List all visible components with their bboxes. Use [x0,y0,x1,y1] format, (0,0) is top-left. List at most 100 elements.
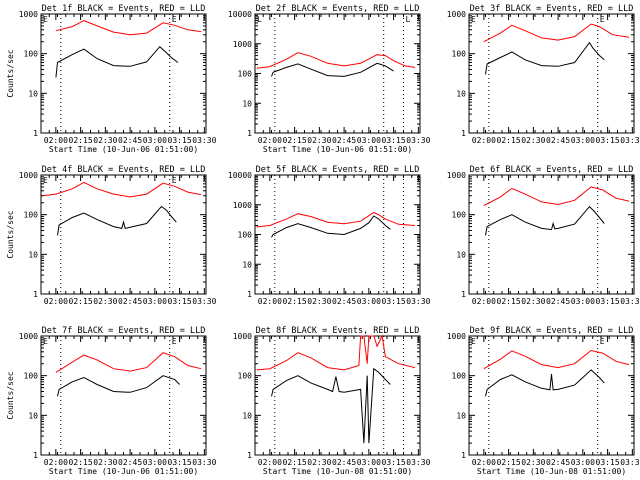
y-tick-label: 100 [452,50,467,59]
corner-label: E [43,337,48,346]
x-tick-label: 03:00 [357,136,381,145]
y-tick-label: 1 [461,451,466,460]
events-series-line [271,62,394,77]
lld-series-line [55,352,202,373]
x-tick-label: 02:00 [44,458,68,467]
x-tick-label: 02:15 [497,297,521,306]
x-tick-label: 02:45 [332,458,356,467]
x-tick-label: 02:30 [307,297,331,306]
x-tick-label: 02:30 [307,136,331,145]
y-tick-label: 100 [452,211,467,220]
x-tick-label: 02:30 [521,297,545,306]
x-tick-label: 03:15 [168,458,192,467]
x-axis-label: Start Time (10-Jun-08 01:51:00) [263,467,412,476]
y-tick-label: 1000 [233,201,252,210]
y-tick-label: 100 [24,372,39,381]
x-tick-label: 03:30 [192,458,216,467]
x-tick-label: 02:45 [546,458,570,467]
corner-label: L [406,15,411,24]
x-tick-label: 02:15 [69,297,93,306]
y-tick-label: 1 [461,290,466,299]
x-tick-label: 02:30 [93,136,117,145]
events-series-line [57,205,177,236]
events-series-line [271,215,391,238]
lld-series-line [42,181,202,198]
y-tick-label: 10 [28,411,38,420]
y-tick-label: 100 [238,231,253,240]
x-tick-label: 02:45 [546,136,570,145]
chart-title: Det 4f BLACK = Events, RED = LLD [42,165,206,175]
chart-title: Det 1f BLACK = Events, RED = LLD [42,4,206,14]
x-tick-label: 02:00 [258,297,282,306]
lld-series-line [483,349,630,370]
chart-title: Det 7f BLACK = Events, RED = LLD [42,326,206,336]
lld-series-line [256,334,416,371]
chart-panel-4: Det 4f BLACK = Events, RED = LLD 1 10 100 10… [6,165,217,306]
events-series-line [485,369,605,397]
x-tick-label: 03:30 [620,458,640,467]
chart-title: Det 6f BLACK = Events, RED = LLD [470,165,634,175]
x-tick-label: 02:30 [521,458,545,467]
chart-title: Det 9f BLACK = Events, RED = LLD [470,326,634,336]
y-tick-label: 1 [33,290,38,299]
x-tick-label: 03:00 [143,136,167,145]
events-series-line [485,205,605,236]
corner-label: E [172,176,177,185]
y-tick-label: 100 [452,372,467,381]
corner-label: E [471,15,476,24]
y-axis-label: Counts/sec [6,210,15,258]
lld-series-line [483,186,630,206]
y-tick-label: 1000 [19,10,38,19]
x-tick-label: 03:15 [596,136,620,145]
x-tick-label: 02:15 [497,458,521,467]
y-tick-label: 1 [247,290,252,299]
x-tick-label: 03:15 [168,136,192,145]
x-tick-label: 02:15 [283,297,307,306]
plot-frame [40,174,207,295]
x-tick-label: 03:00 [143,458,167,467]
x-tick-label: 03:15 [382,458,406,467]
y-tick-label: 10 [456,89,466,98]
corner-label: E [43,15,48,24]
x-tick-label: 02:45 [332,297,356,306]
chart-title: Det 3f BLACK = Events, RED = LLD [470,4,634,14]
corner-label: E [471,337,476,346]
x-tick-label: 03:30 [192,297,216,306]
y-tick-label: 1000 [233,40,252,49]
corner-label: E [600,15,605,24]
corner-label: E [172,15,177,24]
x-tick-label: 02:45 [332,136,356,145]
y-tick-label: 1000 [447,332,466,341]
x-tick-label: 03:15 [382,136,406,145]
x-tick-label: 02:15 [69,136,93,145]
events-series-line [57,375,180,397]
y-tick-label: 1000 [447,10,466,19]
chart-title: Det 2f BLACK = Events, RED = LLD [256,4,420,14]
x-axis-label: Start Time (10-Jun-06 01:51:00) [49,145,198,154]
plot-frame [254,13,421,134]
y-tick-label: 1 [247,129,252,138]
chart-panel-1: Det 1f BLACK = Events, RED = LLD 1 10 100 10… [6,4,217,154]
y-tick-label: 100 [238,70,253,79]
x-tick-label: 02:15 [283,136,307,145]
plot-frame [468,174,635,295]
x-tick-label: 03:00 [357,458,381,467]
x-tick-label: 02:00 [472,458,496,467]
x-tick-label: 03:15 [596,458,620,467]
x-tick-label: 03:30 [406,458,430,467]
y-tick-label: 10000 [228,171,252,180]
chart-panel-7: Det 7f BLACK = Events, RED = LLD 1 10 100 10… [6,326,217,476]
x-tick-label: 02:45 [118,458,142,467]
y-tick-label: 10 [28,250,38,259]
y-tick-label: 1 [461,129,466,138]
x-tick-label: 02:00 [44,136,68,145]
x-tick-label: 03:30 [192,136,216,145]
x-tick-label: 03:15 [168,297,192,306]
y-tick-label: 100 [24,50,39,59]
chart-panel-9: Det 9f BLACK = Events, RED = LLD 1 10 100 10… [447,326,640,476]
y-tick-label: 10 [242,411,252,420]
y-tick-label: 1000 [19,171,38,180]
x-tick-label: 03:00 [571,297,595,306]
x-tick-label: 02:15 [283,458,307,467]
